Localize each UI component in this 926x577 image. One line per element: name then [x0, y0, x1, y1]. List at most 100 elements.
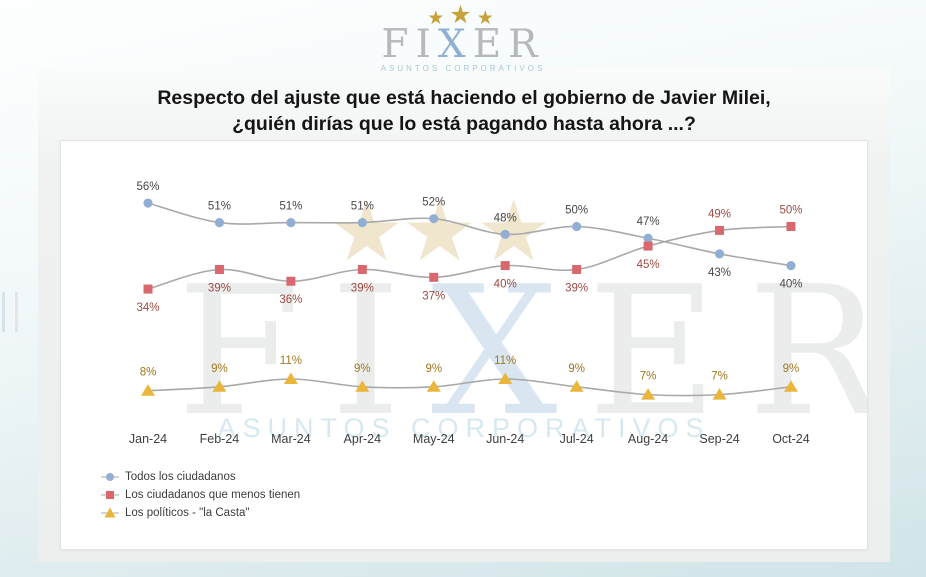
- data-label: 45%: [637, 259, 660, 271]
- chart-legend: Todos los ciudadanos Los ciudadanos que m…: [101, 468, 300, 522]
- data-point-marker: [357, 217, 367, 228]
- data-label: 47%: [637, 216, 660, 228]
- data-label: 37%: [422, 290, 445, 302]
- legend-triangle-icon: [101, 507, 119, 518]
- data-point-marker: [714, 249, 725, 259]
- data-point-marker: [643, 241, 653, 251]
- watermark-text-er: ER: [587, 248, 867, 455]
- data-point-marker: [143, 284, 153, 294]
- data-label: 9%: [783, 363, 800, 375]
- star-icon: ★: [427, 8, 450, 29]
- series-line: [147, 202, 792, 267]
- line-chart: Jan-24 Feb-24 Mar-24 Apr-24 May-24 Jun-24 Jul-…: [129, 181, 810, 446]
- data-point-marker: [143, 198, 153, 208]
- data-point-marker: [712, 388, 727, 400]
- data-label: 34%: [136, 302, 159, 314]
- watermark-x-icon: X: [430, 248, 588, 455]
- data-label: 8%: [140, 367, 157, 379]
- series-line: [147, 225, 792, 290]
- data-point-marker: [500, 261, 510, 271]
- data-label: 40%: [779, 279, 802, 291]
- data-point-marker: [783, 380, 798, 392]
- legend-item: Los políticos - "la Casta": [101, 504, 300, 522]
- data-point-marker: [786, 261, 796, 271]
- data-point-marker: [572, 221, 582, 232]
- x-axis-label: Jan-24: [129, 432, 167, 446]
- data-label: 7%: [640, 371, 657, 383]
- data-point-marker: [214, 265, 224, 275]
- data-label: 39%: [208, 283, 231, 295]
- data-point-marker: [569, 380, 584, 392]
- logo-text-fi: FI: [381, 22, 438, 67]
- x-axis-label: Feb-24: [200, 432, 240, 446]
- data-label: 9%: [211, 363, 228, 375]
- fixer-logo: ★★★ FIXER ASUNTOS CORPORATIVOS: [0, 1, 926, 74]
- legend-item: Los ciudadanos que menos tienen: [101, 486, 300, 504]
- data-label: 49%: [708, 208, 731, 220]
- data-point-marker: [214, 217, 225, 228]
- legend-item: Todos los ciudadanos: [101, 468, 300, 486]
- x-axis-label: Aug-24: [628, 432, 668, 446]
- data-label: 48%: [494, 212, 517, 224]
- watermark-text-fi: FI: [177, 248, 431, 455]
- data-point-marker: [500, 229, 510, 239]
- star-icon: ★: [449, 1, 477, 29]
- legend-label: Los ciudadanos que menos tienen: [125, 489, 301, 501]
- title-line-2: ¿quién dirías que lo está pagando hasta …: [232, 112, 696, 135]
- data-label: 11%: [494, 355, 516, 367]
- x-axis-label: Sep-24: [699, 432, 739, 446]
- data-label: 39%: [565, 283, 588, 295]
- data-label: 52%: [422, 197, 445, 209]
- data-point-marker: [283, 372, 298, 384]
- x-axis-label: Apr-24: [344, 432, 382, 446]
- logo-tagline: ASUNTOS CORPORATIVOS: [380, 64, 546, 73]
- data-label: 9%: [354, 363, 371, 375]
- x-axis-label: Jun-24: [486, 432, 524, 446]
- data-point-marker: [141, 384, 155, 396]
- data-point-marker: [498, 372, 513, 384]
- data-label: 40%: [494, 279, 517, 291]
- x-axis-label: May-24: [413, 432, 455, 446]
- x-axis-label: Mar-24: [271, 432, 311, 446]
- series-line: [147, 378, 792, 397]
- data-label: 50%: [565, 205, 588, 217]
- watermark-tagline: ASUNTOS CORPORATIVOS: [217, 413, 711, 443]
- data-label: 11%: [280, 355, 302, 367]
- title-line-1: Respecto del ajuste que está haciendo el…: [157, 87, 771, 109]
- legend-label: Los políticos - "la Casta": [125, 507, 250, 519]
- data-point-marker: [572, 265, 582, 275]
- data-label: 39%: [351, 283, 374, 295]
- data-label: 56%: [136, 181, 159, 193]
- data-label: 50%: [779, 205, 802, 217]
- data-label: 9%: [425, 363, 442, 375]
- data-label: 51%: [279, 201, 302, 213]
- legend-circle-icon: [101, 473, 119, 481]
- x-axis-label: Jul-24: [560, 432, 594, 446]
- chart-panel: ★ ★ ★ FIXER ASUNTOS CORPORATIVOS Jan-24F…: [60, 140, 868, 550]
- logo-stars: ★★★: [0, 1, 926, 30]
- survey-question-title: Respecto del ajuste que está haciendo el…: [78, 86, 850, 137]
- data-point-marker: [641, 388, 656, 400]
- data-label: 51%: [351, 201, 374, 213]
- data-label: 7%: [711, 371, 728, 383]
- data-label: 36%: [279, 294, 302, 306]
- watermark-wordmark: FIXER: [177, 263, 867, 441]
- legend-label: Todos los ciudadanos: [125, 471, 236, 483]
- data-point-marker: [212, 380, 227, 392]
- data-label: 43%: [708, 267, 731, 279]
- data-point-marker: [429, 214, 439, 224]
- data-point-marker: [355, 380, 370, 392]
- data-label: 9%: [568, 363, 585, 375]
- data-point-marker: [715, 225, 725, 235]
- watermark-star-icon: ★: [402, 184, 478, 278]
- logo-x-icon: X: [437, 22, 473, 67]
- logo-wordmark: FIXER: [0, 25, 926, 64]
- legend-square-icon: [101, 491, 119, 499]
- data-point-marker: [429, 272, 439, 282]
- report-card: Respecto del ajuste que está haciendo el…: [38, 68, 890, 562]
- logo-text-er: ER: [472, 22, 545, 67]
- data-label: 51%: [208, 201, 231, 213]
- data-point-marker: [286, 276, 296, 286]
- data-point-marker: [786, 222, 796, 231]
